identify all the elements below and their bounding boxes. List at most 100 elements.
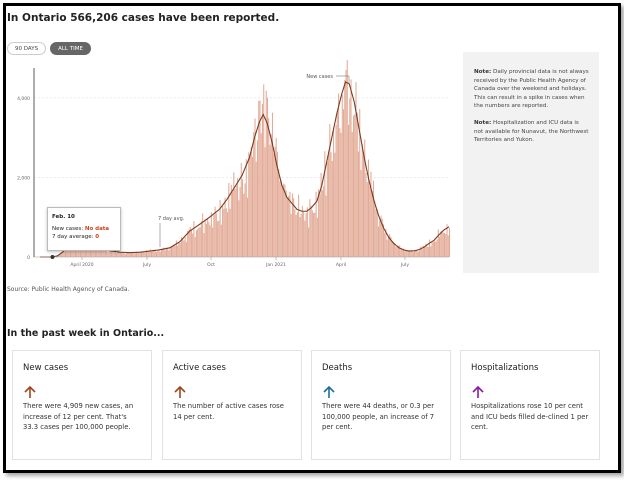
case-bar [387, 237, 389, 257]
case-bar [99, 247, 101, 257]
case-bar [328, 153, 330, 257]
case-bar [295, 214, 297, 257]
case-bar [59, 254, 62, 257]
case-bar [134, 252, 136, 257]
case-bar [108, 249, 110, 257]
case-bar [437, 229, 439, 257]
x-tick-label: Jan 2021 [265, 262, 286, 268]
case-bar [381, 218, 383, 257]
case-bar [142, 252, 144, 257]
case-bar [68, 246, 70, 257]
x-tick-label: July [400, 262, 409, 268]
card-active-cases: Active cases The number of active cases … [162, 350, 302, 460]
case-bar [109, 250, 111, 257]
notes-panel: Note: Daily provincial data is not alway… [463, 52, 599, 273]
case-bar [264, 147, 266, 257]
case-bar [250, 146, 252, 257]
case-bar [175, 240, 177, 257]
case-bar [274, 146, 276, 257]
case-bar [347, 124, 350, 258]
case-bar [243, 193, 245, 257]
case-bar [427, 246, 429, 257]
y-tick-label: 0 [27, 255, 30, 261]
case-bar [173, 244, 175, 257]
case-bar [224, 197, 226, 257]
case-bar [149, 249, 151, 257]
case-bar [338, 93, 340, 257]
case-bar [391, 240, 393, 257]
case-bar [139, 252, 141, 257]
case-bar [190, 229, 192, 257]
case-bar [315, 191, 317, 257]
case-bar [268, 118, 270, 257]
case-bar [375, 209, 377, 257]
case-bar [154, 249, 156, 257]
case-bar [261, 104, 264, 257]
case-bar [376, 209, 378, 257]
case-bar [395, 246, 397, 257]
case-bar [238, 200, 240, 257]
case-bar [331, 160, 333, 257]
case-bar [308, 227, 310, 257]
case-bar [336, 111, 338, 257]
case-bar [223, 208, 225, 257]
case-bar [163, 247, 165, 257]
case-bar [64, 249, 66, 257]
case-bar [407, 250, 409, 257]
case-bar [159, 251, 161, 257]
case-bar [148, 250, 150, 257]
case-bar [411, 249, 413, 257]
all-time-button[interactable]: ALL TIME [50, 42, 91, 55]
case-bar [390, 236, 392, 257]
case-bar [179, 243, 181, 257]
case-bar [132, 251, 134, 257]
case-bar [185, 242, 187, 257]
x-tick-label: April 2020 [70, 262, 93, 268]
case-bar [422, 245, 424, 257]
case-bar [351, 132, 353, 257]
case-bar [174, 245, 176, 257]
case-bar [137, 251, 139, 257]
case-bar [425, 243, 427, 257]
case-bar [439, 236, 441, 257]
case-bar [340, 132, 342, 257]
case-bar [286, 198, 288, 257]
case-bar [355, 82, 357, 257]
case-bar [227, 212, 229, 257]
case-bar [246, 197, 249, 257]
case-bar [129, 252, 131, 257]
case-bar [446, 224, 448, 257]
x-tick-label: Oct [207, 262, 215, 268]
case-bar [434, 241, 436, 257]
90-days-button[interactable]: 90 DAYS [7, 42, 47, 55]
case-bar [303, 211, 305, 257]
case-bar [421, 249, 423, 257]
case-bar [260, 133, 262, 257]
case-bar [200, 221, 202, 257]
case-bar [349, 98, 351, 257]
case-bar [424, 246, 426, 257]
case-bar [285, 190, 287, 257]
case-bar [350, 79, 352, 257]
case-bar [326, 161, 328, 257]
case-bar [112, 251, 114, 257]
time-range-toggle: 90 DAYS ALL TIME [7, 42, 91, 55]
case-bar [370, 171, 372, 257]
case-bar [89, 246, 91, 257]
case-bar [318, 189, 320, 257]
case-bar [58, 254, 60, 257]
case-bar [198, 227, 200, 257]
case-bar [288, 195, 290, 257]
case-bar [106, 249, 108, 257]
case-bar [111, 249, 113, 257]
case-bar [165, 247, 168, 257]
case-bar [107, 252, 109, 257]
case-bar [218, 220, 220, 257]
case-bar [113, 252, 115, 257]
case-bar [220, 224, 222, 257]
chart-tooltip: Feb. 10 New cases: No data 7 day average… [47, 207, 121, 251]
case-bar [430, 246, 432, 257]
case-bar [102, 249, 104, 257]
case-bar [299, 217, 301, 257]
case-bar [222, 205, 224, 257]
